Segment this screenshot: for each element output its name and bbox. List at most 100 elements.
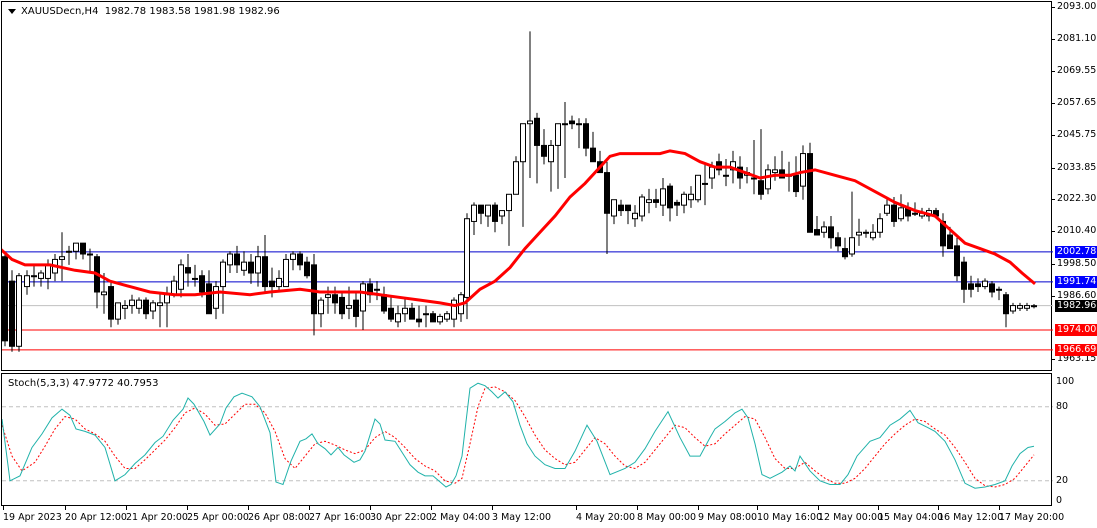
price-tick-label: 2022.30 (1057, 192, 1097, 204)
dropdown-triangle-icon[interactable] (8, 8, 16, 14)
stochastic-signal-line (2, 386, 1035, 488)
candle (24, 270, 30, 295)
candle (458, 292, 464, 322)
candle (381, 286, 387, 314)
axis-tick (999, 506, 1000, 510)
axis-tick (818, 506, 819, 510)
candle (297, 251, 303, 271)
candle (451, 297, 457, 328)
axis-tick (65, 506, 66, 510)
candle (849, 191, 855, 257)
price-tag: 1982.96 (1055, 299, 1097, 312)
candle (276, 270, 282, 293)
candle (94, 254, 100, 309)
axis-tick (1052, 231, 1055, 233)
axis-tick (1052, 295, 1055, 297)
candle (667, 183, 673, 222)
axis-tick (492, 506, 493, 510)
candle (220, 259, 226, 314)
time-tick-label: 10 May 16:00 (757, 512, 823, 523)
candle (723, 159, 729, 187)
stochastic-label: Stoch(5,3,3) 47.9772 40.7953 (8, 378, 159, 389)
candle (108, 281, 114, 328)
axis-tick (370, 506, 371, 510)
candle (437, 313, 443, 325)
candle (513, 156, 519, 195)
candle (304, 256, 310, 279)
candle (227, 251, 233, 274)
candle (241, 251, 247, 276)
candle (660, 178, 666, 217)
candle (499, 210, 505, 225)
candle (471, 202, 477, 236)
candle (234, 245, 240, 274)
axis-tick (1052, 359, 1055, 361)
candle (478, 204, 484, 225)
candle (31, 264, 37, 287)
candle (681, 191, 687, 214)
candle (1003, 292, 1009, 328)
candle (73, 242, 79, 260)
candle (1024, 302, 1030, 312)
axis-tick (637, 506, 638, 510)
candle (961, 256, 967, 303)
candle (632, 205, 638, 227)
axis-tick (1052, 263, 1055, 265)
candle (402, 297, 408, 322)
candle (178, 259, 184, 298)
candle (548, 140, 554, 192)
candle (492, 202, 498, 233)
candle (653, 188, 659, 208)
candle (793, 156, 799, 198)
candle (129, 294, 135, 314)
candle (9, 270, 15, 352)
candle (16, 273, 22, 352)
candle (87, 248, 93, 274)
axis-tick (1052, 7, 1055, 8)
candle (695, 174, 701, 203)
candle (765, 164, 771, 195)
stochastic-tick-label: 80 (1056, 400, 1069, 412)
axis-tick (1052, 102, 1055, 104)
candle (688, 186, 694, 208)
candle (758, 129, 764, 200)
axis-tick (1052, 39, 1055, 41)
candlestick-chart[interactable] (2, 2, 1053, 372)
candle (996, 286, 1002, 301)
candle (583, 118, 589, 157)
candle (353, 292, 359, 328)
moving-average-line (2, 149, 1036, 308)
stochastic-tick-label: 100 (1056, 376, 1075, 387)
candle (388, 297, 394, 322)
price-tag: 2002.78 (1055, 245, 1097, 258)
candle (101, 273, 107, 314)
candle (541, 129, 547, 165)
candle (311, 254, 317, 336)
time-tick-label: 16 May 12:00 (938, 512, 1004, 523)
chart-title: XAUUSDecn,H4 1982.78 1983.58 1981.98 198… (8, 6, 280, 17)
stochastic-panel[interactable]: Stoch(5,3,3) 47.9772 40.7953 (1, 373, 1053, 507)
axis-tick (431, 506, 432, 510)
candle (395, 305, 401, 328)
price-tick-label: 2069.55 (1057, 64, 1097, 76)
price-chart-panel[interactable]: XAUUSDecn,H4 1982.78 1983.58 1981.98 198… (1, 1, 1053, 372)
candle (374, 281, 380, 301)
axis-tick (1052, 135, 1055, 137)
stochastic-chart[interactable] (2, 374, 1053, 507)
candle (639, 194, 645, 222)
time-tick-label: 9 May 08:00 (698, 512, 758, 523)
candle (1017, 302, 1023, 312)
candle (1031, 303, 1037, 309)
candle (185, 254, 191, 287)
price-tick-label: 2057.65 (1057, 96, 1097, 108)
time-tick-label: 26 Apr 08:00 (248, 512, 310, 523)
candle (423, 305, 429, 328)
candle (255, 245, 261, 287)
candle (360, 281, 366, 331)
candle (290, 251, 296, 271)
time-tick-label: 25 Apr 00:00 (187, 512, 249, 523)
time-tick-label: 20 Apr 12:00 (65, 512, 127, 523)
time-tick-label: 4 May 20:00 (576, 512, 636, 523)
price-tag: 1966.69 (1055, 343, 1097, 356)
candle (192, 264, 198, 287)
